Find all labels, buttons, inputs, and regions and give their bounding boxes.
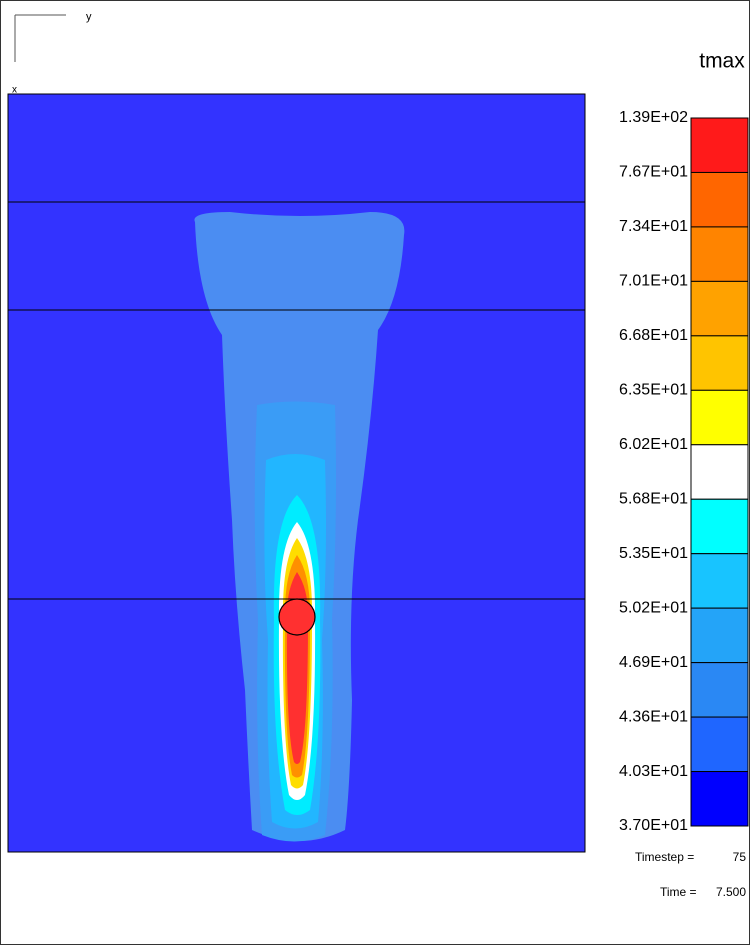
colorbar-label: 6.02E+01: [619, 436, 688, 453]
contour-plot: [7, 93, 586, 853]
colorbar-label: 6.35E+01: [619, 382, 688, 399]
source-circle: [278, 598, 316, 636]
legend-title: tmax: [699, 50, 745, 73]
colorbar-label: 3.70E+01: [619, 817, 688, 834]
axis-triad: y x: [12, 11, 92, 96]
colorbar-swatch: [690, 280, 749, 337]
colorbar-swatch: [690, 498, 749, 555]
colorbar-swatch: [690, 771, 749, 827]
time-value: 7.500: [716, 885, 746, 899]
colorbar-label: 4.69E+01: [619, 654, 688, 671]
colorbar-label: 5.35E+01: [619, 545, 688, 562]
timestep-label: Timestep =: [635, 850, 694, 864]
colorbar-swatch: [690, 607, 749, 664]
colorbar-swatch: [690, 335, 749, 391]
colorbar-label: 1.39E+02: [619, 109, 688, 126]
colorbar-label: 6.68E+01: [619, 327, 688, 344]
colorbar-label: 4.03E+01: [619, 763, 688, 780]
time-label: Time =: [660, 885, 697, 899]
colorbar-swatch: [690, 171, 749, 228]
colorbar-swatch: [690, 716, 749, 773]
plot-border: [7, 93, 586, 853]
colorbar-swatch: [690, 662, 749, 718]
colorbar-swatch: [690, 553, 749, 609]
axis-x-label: x: [12, 85, 17, 96]
colorbar-label: 4.36E+01: [619, 708, 688, 725]
colorbar-swatch: [690, 226, 749, 282]
colorbar-swatch: [690, 117, 749, 173]
colorbar-label: 7.67E+01: [619, 164, 688, 181]
timestep-value: 75: [733, 850, 747, 864]
colorbar-swatch: [690, 444, 749, 500]
colorbar-swatch: [690, 389, 749, 446]
colorbar-label: 7.34E+01: [619, 218, 688, 235]
colorbar-label: 7.01E+01: [619, 273, 688, 290]
axis-y-label: y: [86, 11, 92, 23]
colorbar: 1.39E+02 7.67E+01 7.34E+01 7.01E+01 6.68E+01…: [619, 109, 749, 834]
colorbar-label: 5.68E+01: [619, 490, 688, 507]
colorbar-label: 5.02E+01: [619, 599, 688, 616]
